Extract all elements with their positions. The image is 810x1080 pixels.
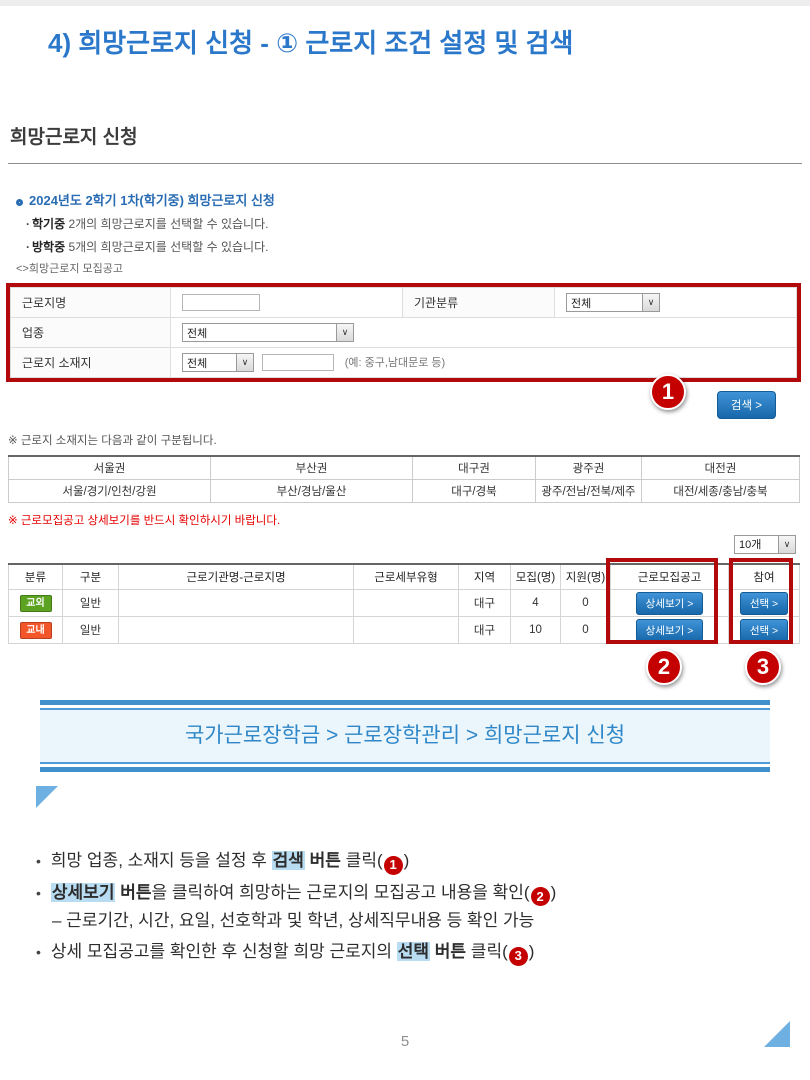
callout-1: 1 (650, 374, 686, 410)
notice-title: 2024년도 2학기 1차(학기중) 희망근로지 신청 (16, 190, 810, 209)
region-note: ※ 근로지 소재지는 다음과 같이 구분됩니다. (8, 435, 217, 447)
results-section: 분류 구분 근로기관명-근로지명 근로세부유형 지역 모집(명) 지원(명) 근… (0, 557, 810, 685)
banner-line (40, 708, 770, 710)
form-row-industry: 업종 전체 ∨ (10, 317, 797, 348)
category-badge: 교외 (19, 594, 52, 612)
detail-view-button[interactable]: 상세보기 > (635, 618, 704, 642)
instruction-bullet-2: • 상세보기 버튼을 클릭하여 희망하는 근로지의 모집공고 내용을 확인(2) (36, 880, 798, 906)
chevron-down-icon: ∨ (336, 324, 353, 341)
results-header-row: 분류 구분 근로기관명-근로지명 근로세부유형 지역 모집(명) 지원(명) 근… (8, 563, 800, 590)
detail-label-highlight: 상세보기 (50, 882, 116, 902)
region-value-row: 서울/경기/인천/강원 부산/경남/울산 대구/경북 광주/전남/전북/제주 대… (8, 478, 800, 503)
industry-label: 업종 (10, 317, 171, 348)
workplace-name-input[interactable] (182, 294, 260, 311)
notice-item: · 학기중 2개의 희망근로지를 선택할 수 있습니다. (26, 217, 269, 231)
breadcrumb-banner: 국가근로장학금 > 근로장학관리 > 희망근로지 신청 (40, 700, 770, 772)
location-hint: (예: 중구,남대문로 등) (344, 356, 446, 369)
location-select[interactable]: 전체 ∨ (182, 353, 254, 372)
highlight-box-search-form: 근로지명 기관분류 전체 ∨ 업종 전체 ∨ (6, 283, 801, 382)
org-type-select[interactable]: 전체 ∨ (566, 293, 660, 312)
page-number: 5 (400, 1033, 410, 1050)
callout-1-inline: 1 (383, 855, 403, 875)
notice-block: 2024년도 2학기 1차(학기중) 희망근로지 신청 · 학기중 2개의 희망근… (16, 190, 810, 276)
callout-2-inline: 2 (530, 887, 550, 906)
instruction-bullet-1: • 희망 업종, 소재지 등을 설정 후 검색 버튼 클릭(1) (36, 848, 798, 875)
page-size-select[interactable]: 10개 ∨ (734, 534, 796, 554)
circle-bullet-icon (16, 199, 23, 206)
callout-3: 3 (745, 648, 781, 685)
search-label-highlight: 검색 (271, 851, 305, 870)
notice-title-text: 2024년도 2학기 1차(학기중) 희망근로지 신청 (29, 193, 275, 208)
location-label: 근로지 소재지 (10, 347, 171, 378)
breadcrumb: 국가근로장학금 > 근로장학관리 > 희망근로지 신청 (40, 710, 770, 762)
search-row: 1 검색 > (0, 374, 810, 426)
select-button[interactable]: 선택 > (739, 591, 789, 615)
pagesize-row: 10개 ∨ (0, 528, 810, 559)
select-label-highlight: 선택 (396, 942, 431, 961)
results-table: 분류 구분 근로기관명-근로지명 근로세부유형 지역 모집(명) 지원(명) 근… (8, 562, 800, 644)
industry-select[interactable]: 전체 ∨ (182, 323, 354, 342)
chevron-down-icon: ∨ (642, 294, 659, 311)
region-header-row: 서울권 부산권 대구권 광주권 대전권 (8, 455, 800, 480)
decorative-triangle-icon (36, 786, 58, 808)
search-button[interactable]: 검색 > (716, 391, 776, 419)
form-row-workplace: 근로지명 기관분류 전체 ∨ (10, 287, 797, 318)
chevron-down-icon: ∨ (236, 354, 253, 371)
category-badge: 교내 (19, 621, 52, 639)
highlight-box-recruit-column (606, 557, 718, 644)
select-button[interactable]: 선택 > (739, 618, 789, 642)
page-title: 4) 희망근로지 신청 - ① 근로지 조건 설정 및 검색 (48, 28, 574, 58)
search-form: 근로지명 기관분류 전체 ∨ 업종 전체 ∨ (10, 287, 797, 378)
instructions: • 희망 업종, 소재지 등을 설정 후 검색 버튼 클릭(1) • 상세보기 버튼… (36, 848, 798, 966)
location-input[interactable] (262, 354, 335, 372)
workplace-name-label: 근로지명 (10, 287, 171, 318)
banner-line (40, 762, 770, 764)
top-strip (0, 0, 810, 6)
highlight-box-select-column (729, 557, 793, 644)
form-row-location: 근로지 소재지 전체 ∨ (예: 중구,남대문로 등) (10, 347, 797, 378)
warning-note: ※ 근로모집공고 상세보기를 반드시 확인하시기 바랍니다. (8, 514, 281, 527)
banner-line (40, 767, 770, 772)
banner-line (40, 700, 770, 705)
chevron-down-icon: ∨ (778, 535, 795, 553)
region-table: 서울권 부산권 대구권 광주권 대전권 서울/경기/인천/강원 부산/경남/울산… (8, 455, 800, 503)
callout-3-inline: 3 (508, 946, 528, 966)
instruction-subnote: – 근로기간, 시간, 요일, 선호학과 및 학년, 상세직무내용 등 확인 가… (52, 911, 535, 930)
callout-2: 2 (646, 648, 682, 685)
instruction-bullet-3: • 상세 모집공고를 확인한 후 신청할 희망 근로지의 선택 버튼 클릭(3) (36, 939, 798, 966)
section-heading: 희망근로지 신청 (10, 127, 138, 148)
table-row: 교내 일반 대구 10 0 상세보기 > 선택 > (8, 616, 800, 644)
divider (8, 163, 802, 164)
table-row: 교외 일반 대구 4 0 상세보기 > 선택 > (8, 589, 800, 617)
org-type-label: 기관분류 (402, 287, 555, 318)
notice-item: · 방학중 5개의 희망근로지를 선택할 수 있습니다. (26, 240, 269, 254)
notice-subnote: <>희망근로지 모집공고 (16, 263, 123, 275)
detail-view-button[interactable]: 상세보기 > (635, 591, 704, 615)
